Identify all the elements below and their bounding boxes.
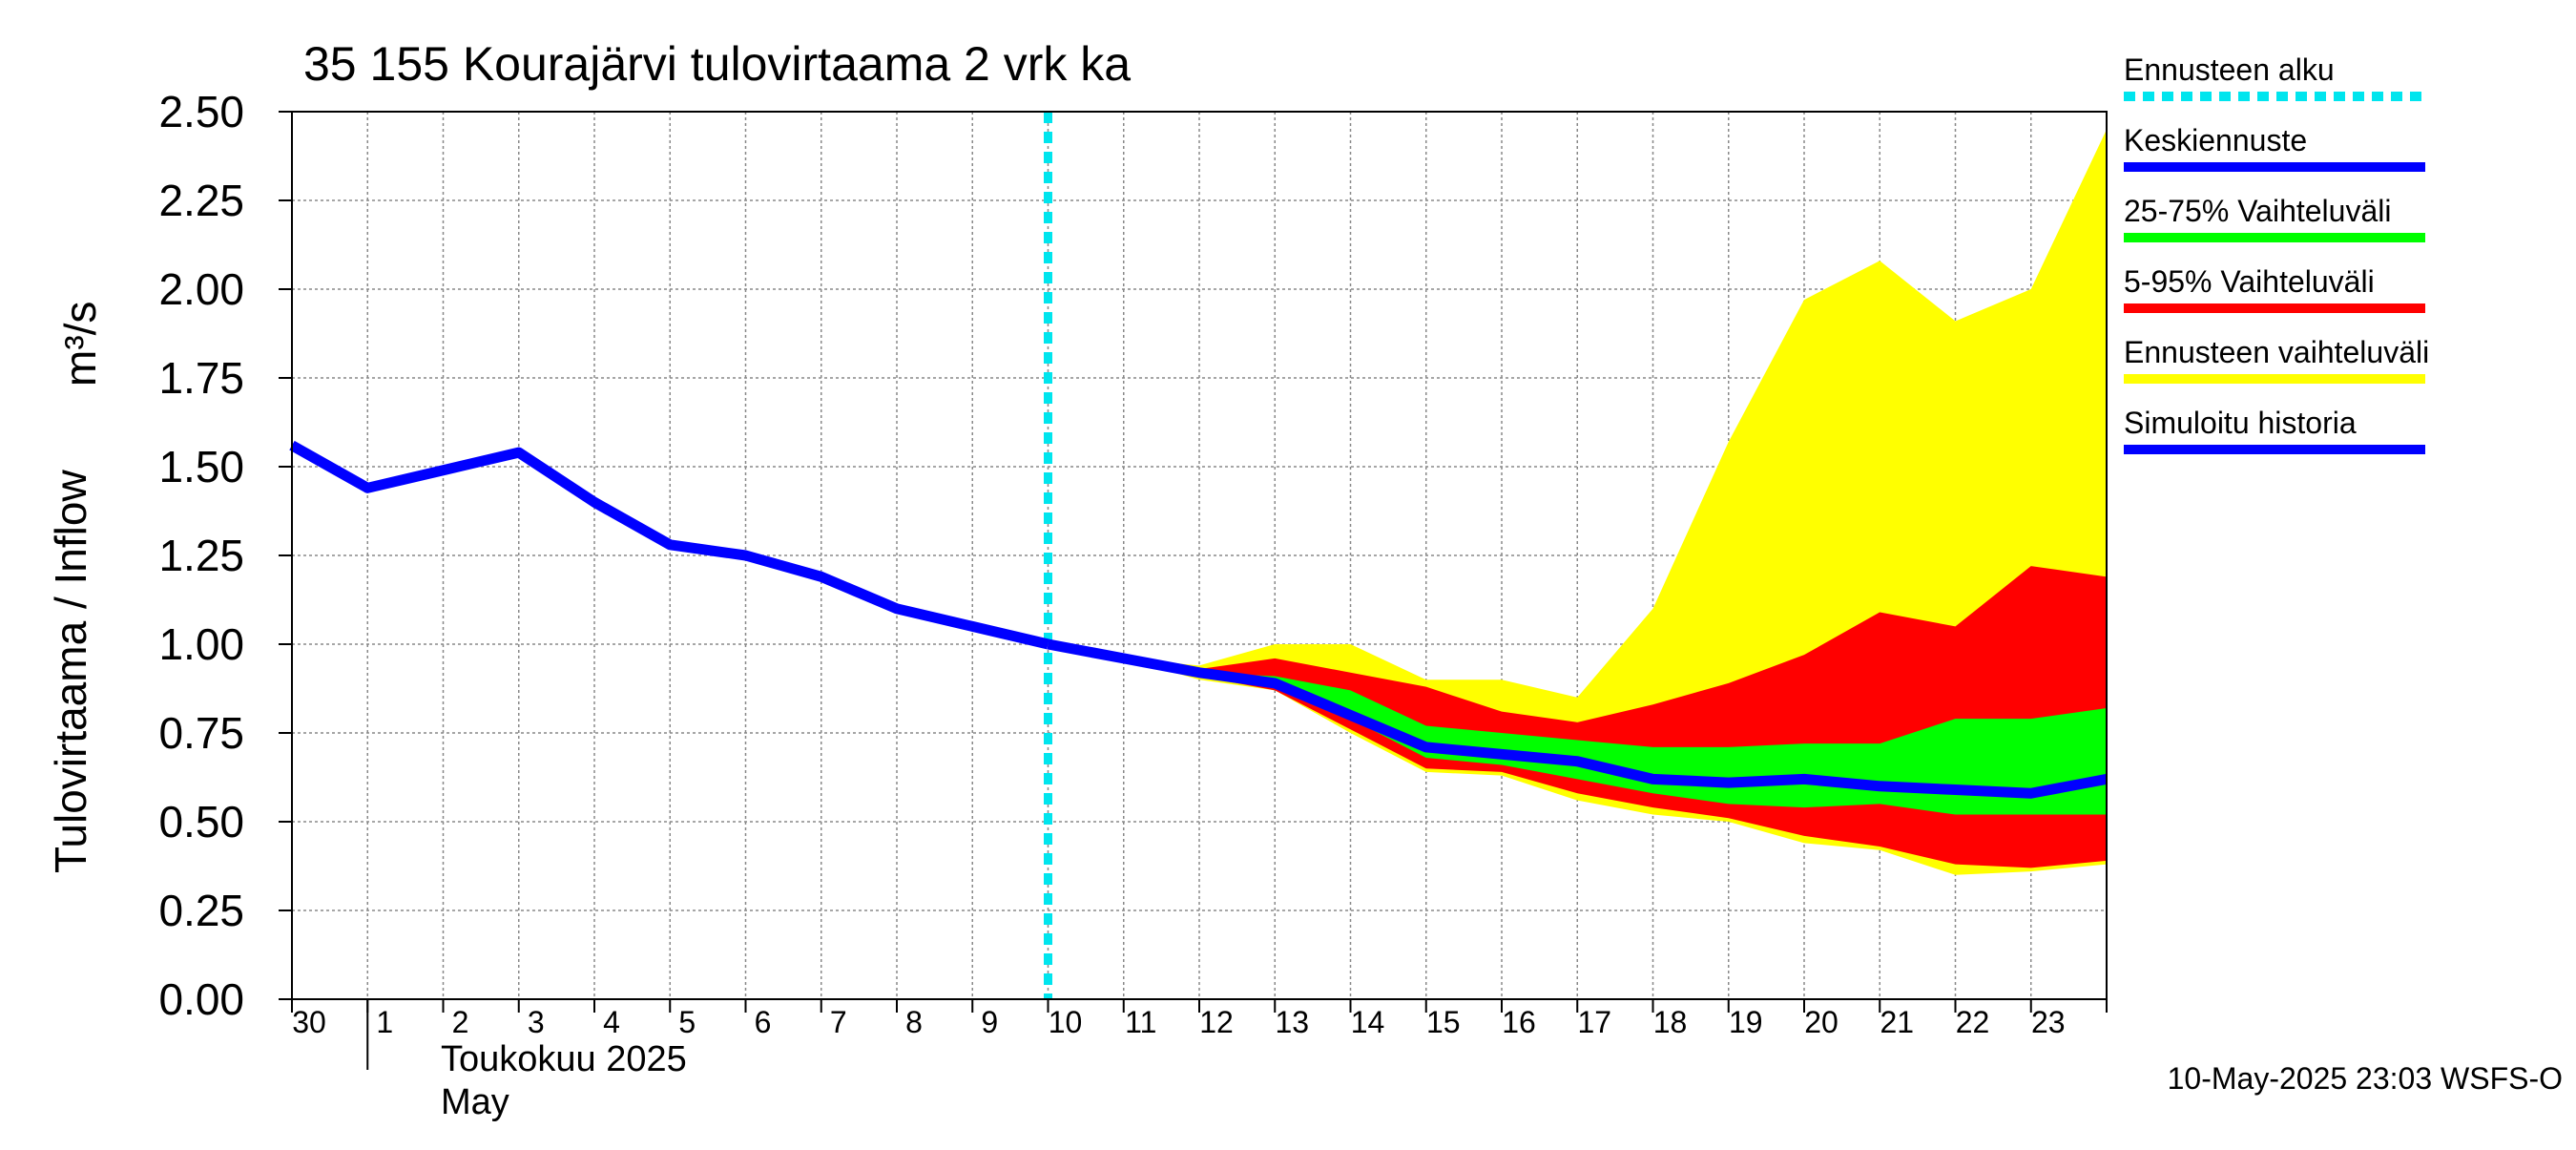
x-tick-label: 18 <box>1653 1005 1688 1039</box>
series-line-simuloitu-historia <box>289 440 1049 650</box>
x-tick-label: 10 <box>1049 1005 1083 1039</box>
timestamp-footer: 10-May-2025 23:03 WSFS-O <box>2168 1061 2563 1096</box>
x-tick-label: 3 <box>528 1005 545 1039</box>
series-line-keskiennuste <box>1047 638 2109 799</box>
y-tick-label: 0.00 <box>158 974 244 1024</box>
x-tick-label: 2 <box>452 1005 469 1039</box>
x-tick-label: 7 <box>830 1005 847 1039</box>
legend-label: Keskiennuste <box>2124 123 2307 157</box>
y-tick-label: 0.75 <box>158 708 244 758</box>
legend-label: 5-95% Vaihteluväli <box>2124 264 2375 299</box>
month-label-en: May <box>441 1082 509 1122</box>
y-tick-label: 0.25 <box>158 886 244 935</box>
y-tick-label: 2.25 <box>158 176 244 225</box>
month-label-fi: Toukokuu 2025 <box>441 1039 687 1079</box>
x-tick-label: 30 <box>292 1005 326 1039</box>
x-tick-label: 20 <box>1804 1005 1839 1039</box>
x-tick-label: 11 <box>1125 1005 1156 1039</box>
x-tick-label: 9 <box>981 1005 998 1039</box>
legend-label: Ennusteen vaihteluväli <box>2124 335 2429 369</box>
x-tick-label: 12 <box>1199 1005 1234 1039</box>
x-tick-label: 22 <box>1956 1005 1990 1039</box>
x-tick-label: 21 <box>1880 1005 1914 1039</box>
y-tick-label: 0.50 <box>158 797 244 847</box>
y-tick-label: 1.75 <box>158 353 244 403</box>
y-axis-unit: m³/s <box>55 302 105 387</box>
x-tick-label: 6 <box>755 1005 772 1039</box>
x-tick-label: 14 <box>1351 1005 1385 1039</box>
x-tick-label: 1 <box>376 1005 393 1039</box>
x-tick-label: 16 <box>1502 1005 1536 1039</box>
legend-label: Ennusteen alku <box>2124 52 2335 87</box>
x-tick-label: 4 <box>603 1005 620 1039</box>
legend: Ennusteen alku Keskiennuste 25-75% Vaihtel… <box>2124 52 2429 454</box>
legend-label: Simuloitu historia <box>2124 406 2357 440</box>
y-tick-label: 2.50 <box>158 87 244 136</box>
x-tick-label: 5 <box>678 1005 696 1039</box>
x-tick-label: 15 <box>1426 1005 1461 1039</box>
y-tick-label: 2.00 <box>158 264 244 314</box>
chart-title: 35 155 Kourajärvi tulovirtaama 2 vrk ka <box>303 37 1131 91</box>
x-tick-label: 13 <box>1275 1005 1309 1039</box>
plot-area: 0.00 0.25 0.50 0.75 1.00 1.25 1.50 1.75 2.00 2.25… <box>158 87 2109 1070</box>
x-tick-label: 8 <box>905 1005 923 1039</box>
y-tick-label: 1.25 <box>158 531 244 580</box>
y-tick-label: 1.50 <box>158 442 244 491</box>
x-tick-label: 23 <box>2031 1005 2066 1039</box>
x-tick-label: 17 <box>1577 1005 1611 1039</box>
y-tick-label: 1.00 <box>158 619 244 669</box>
legend-label: 25-75% Vaihteluväli <box>2124 194 2391 228</box>
y-axis-label: Tulovirtaama / Inflow <box>46 470 95 873</box>
band-25-75-vaihteluv-li <box>1048 644 2107 815</box>
x-tick-label: 19 <box>1729 1005 1763 1039</box>
